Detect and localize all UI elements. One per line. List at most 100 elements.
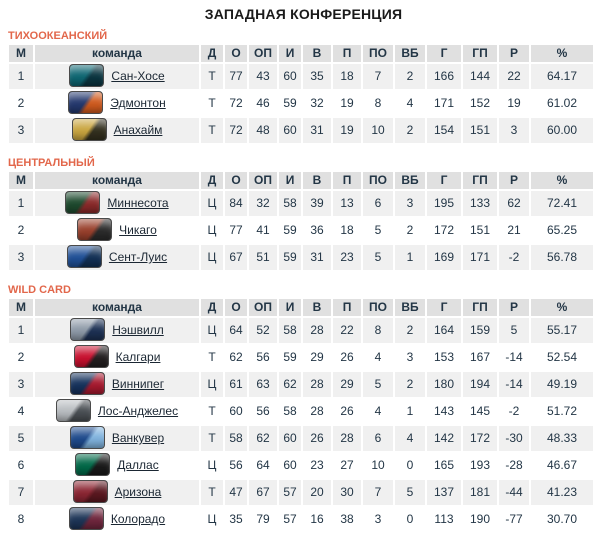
table-row: 1 Сан-Хосе Т 77 43 60 35 18 7 2 166 144 22 64.17 xyxy=(9,64,593,89)
stat-cell-op: 63 xyxy=(249,372,277,397)
stat-cell-pct: 55.17 xyxy=(531,318,593,343)
team-link[interactable]: Эдмонтон xyxy=(110,96,166,110)
stat-cell-po: 7 xyxy=(363,64,393,89)
stat-cell-r: -28 xyxy=(499,453,529,478)
stat-cell-r: -77 xyxy=(499,507,529,532)
stat-cell-i: 59 xyxy=(279,91,301,116)
team-link[interactable]: Калгари xyxy=(115,350,161,364)
stat-cell-v: 29 xyxy=(303,345,331,370)
team-link[interactable]: Лос-Анджелес xyxy=(97,404,179,418)
team-link[interactable]: Аризона xyxy=(114,485,162,499)
team-logo-icon[interactable] xyxy=(73,345,109,368)
column-header-o: О xyxy=(225,45,247,62)
stat-cell-v: 20 xyxy=(303,480,331,505)
stat-cell-r: 62 xyxy=(499,191,529,216)
stat-cell-pct: 72.41 xyxy=(531,191,593,216)
team-logo-icon[interactable] xyxy=(75,453,111,476)
stat-cell-o: 77 xyxy=(225,218,247,243)
column-header-vb: ВБ xyxy=(395,45,425,62)
team-cell: Эдмонтон xyxy=(35,91,199,116)
rank-cell: 2 xyxy=(9,345,33,370)
stat-cell-po: 8 xyxy=(363,91,393,116)
rank-cell: 1 xyxy=(9,318,33,343)
stat-cell-vb: 2 xyxy=(395,218,425,243)
stat-cell-v: 16 xyxy=(303,507,331,532)
team-link[interactable]: Миннесота xyxy=(107,196,169,210)
team-link[interactable]: Даллас xyxy=(117,458,159,472)
stat-cell-r: 19 xyxy=(499,91,529,116)
team-link[interactable]: Чикаго xyxy=(119,223,157,237)
stat-cell-op: 56 xyxy=(249,399,277,424)
stat-cell-g: 165 xyxy=(427,453,461,478)
stat-cell-pct: 49.19 xyxy=(531,372,593,397)
stat-cell-g: 154 xyxy=(427,118,461,143)
team-link[interactable]: Виннипег xyxy=(111,377,165,391)
column-header-pct: % xyxy=(531,172,593,189)
stat-cell-div: Ц xyxy=(201,245,223,270)
team-link[interactable]: Сан-Хосе xyxy=(111,69,165,83)
team-logo-icon[interactable] xyxy=(70,318,106,341)
stat-cell-pct: 52.54 xyxy=(531,345,593,370)
team-link[interactable]: Анахайм xyxy=(113,123,163,137)
team-link[interactable]: Ванкувер xyxy=(111,431,165,445)
stat-cell-pct: 41.23 xyxy=(531,480,593,505)
stat-cell-gp: 133 xyxy=(463,191,497,216)
team-logo-icon[interactable] xyxy=(55,399,91,422)
stat-cell-p: 19 xyxy=(333,91,361,116)
team-logo-icon[interactable] xyxy=(77,218,113,241)
stat-cell-vb: 2 xyxy=(395,318,425,343)
stat-cell-p: 28 xyxy=(333,426,361,451)
stat-cell-div: Т xyxy=(201,480,223,505)
team-cell: Миннесота xyxy=(35,191,199,216)
stat-cell-po: 5 xyxy=(363,218,393,243)
section-label: WILD CARD xyxy=(8,284,71,296)
stat-cell-vb: 1 xyxy=(395,399,425,424)
team-logo-icon[interactable] xyxy=(66,245,102,268)
team-logo-icon[interactable] xyxy=(69,64,105,87)
team-logo-icon[interactable] xyxy=(68,91,104,114)
team-logo-icon[interactable] xyxy=(69,426,105,449)
stat-cell-gp: 159 xyxy=(463,318,497,343)
stat-cell-po: 4 xyxy=(363,399,393,424)
stat-cell-vb: 2 xyxy=(395,118,425,143)
team-logo-icon[interactable] xyxy=(69,372,105,395)
stat-cell-g: 143 xyxy=(427,399,461,424)
stat-cell-po: 6 xyxy=(363,191,393,216)
stat-cell-g: 164 xyxy=(427,318,461,343)
stat-cell-i: 60 xyxy=(279,426,301,451)
team-logo-icon[interactable] xyxy=(72,480,108,503)
rank-cell: 4 xyxy=(9,399,33,424)
stat-cell-div: Т xyxy=(201,91,223,116)
stat-cell-v: 31 xyxy=(303,245,331,270)
stat-cell-vb: 0 xyxy=(395,453,425,478)
column-header-gp: ГП xyxy=(463,299,497,316)
table-row: 1 Нэшвилл Ц 64 52 58 28 22 8 2 164 159 5 55.17 xyxy=(9,318,593,343)
column-header-div: Д xyxy=(201,172,223,189)
team-link[interactable]: Сент-Луис xyxy=(108,250,168,264)
column-header-i: И xyxy=(279,45,301,62)
stat-cell-div: Ц xyxy=(201,218,223,243)
team-link[interactable]: Колорадо xyxy=(110,512,166,526)
table-row: 5 Ванкувер Т 58 62 60 26 28 6 4 142 172 -30 48.33 xyxy=(9,426,593,451)
team-logo-icon[interactable] xyxy=(68,507,104,530)
stat-cell-i: 57 xyxy=(279,480,301,505)
stat-cell-o: 72 xyxy=(225,118,247,143)
stat-cell-op: 41 xyxy=(249,218,277,243)
team-logo-icon[interactable] xyxy=(65,191,101,214)
stat-cell-g: 169 xyxy=(427,245,461,270)
column-header-o: О xyxy=(225,172,247,189)
stat-cell-gp: 145 xyxy=(463,399,497,424)
team-logo-icon[interactable] xyxy=(71,118,107,141)
stat-cell-o: 56 xyxy=(225,453,247,478)
stat-cell-p: 13 xyxy=(333,191,361,216)
stat-cell-pct: 48.33 xyxy=(531,426,593,451)
rank-cell: 3 xyxy=(9,372,33,397)
stat-cell-op: 48 xyxy=(249,118,277,143)
team-link[interactable]: Нэшвилл xyxy=(112,323,164,337)
stat-cell-o: 47 xyxy=(225,480,247,505)
stat-cell-i: 59 xyxy=(279,218,301,243)
stat-cell-pct: 60.00 xyxy=(531,118,593,143)
column-header-team: команда xyxy=(35,299,199,316)
